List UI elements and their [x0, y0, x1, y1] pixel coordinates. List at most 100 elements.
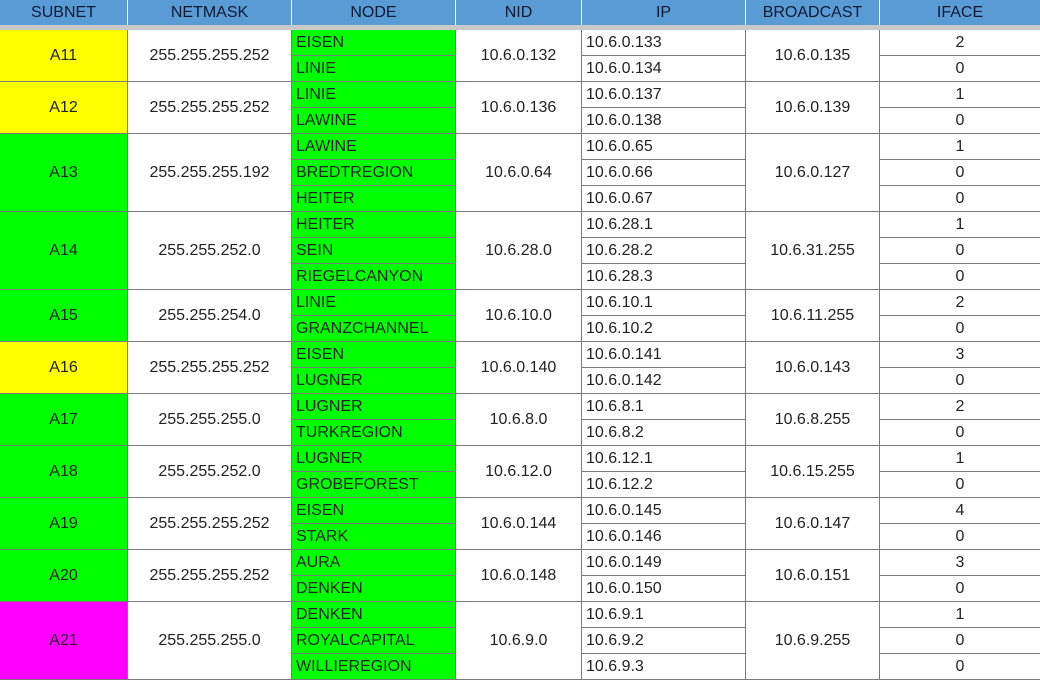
- netmask-cell: 255.255.252.0: [128, 446, 292, 498]
- broadcast-cell: 10.6.0.143: [746, 342, 880, 394]
- iface-cell: 0: [880, 420, 1040, 446]
- ip-cell: 10.6.0.134: [582, 56, 746, 82]
- subnet-cell: A21: [0, 602, 128, 680]
- subnet-cell: A12: [0, 82, 128, 134]
- node-cell: EISEN: [292, 30, 456, 56]
- iface-cell: 3: [880, 342, 1040, 368]
- iface-cell: 0: [880, 316, 1040, 342]
- iface-cell: 0: [880, 472, 1040, 498]
- broadcast-cell: 10.6.8.255: [746, 394, 880, 446]
- ip-cell: 10.6.0.133: [582, 30, 746, 56]
- netmask-cell: 255.255.255.252: [128, 550, 292, 602]
- nid-cell: 10.6.0.64: [456, 134, 582, 212]
- node-cell: LAWINE: [292, 134, 456, 160]
- node-cell: LAWINE: [292, 108, 456, 134]
- ip-cell: 10.6.9.1: [582, 602, 746, 628]
- node-cell: GRANZCHANNEL: [292, 316, 456, 342]
- subnet-cell: A17: [0, 394, 128, 446]
- iface-cell: 0: [880, 368, 1040, 394]
- node-cell: TURKREGION: [292, 420, 456, 446]
- ip-cell: 10.6.10.2: [582, 316, 746, 342]
- node-cell: EISEN: [292, 342, 456, 368]
- iface-cell: 0: [880, 186, 1040, 212]
- subnet-cell: A13: [0, 134, 128, 212]
- ip-cell: 10.6.28.2: [582, 238, 746, 264]
- ip-cell: 10.6.0.137: [582, 82, 746, 108]
- ip-cell: 10.6.8.1: [582, 394, 746, 420]
- node-cell: HEITER: [292, 186, 456, 212]
- node-cell: AURA: [292, 550, 456, 576]
- subnet-cell: A18: [0, 446, 128, 498]
- node-cell: EISEN: [292, 498, 456, 524]
- ip-cell: 10.6.12.1: [582, 446, 746, 472]
- iface-cell: 0: [880, 524, 1040, 550]
- netmask-cell: 255.255.252.0: [128, 212, 292, 290]
- node-cell: WILLIEREGION: [292, 654, 456, 680]
- iface-cell: 1: [880, 82, 1040, 108]
- ip-cell: 10.6.0.142: [582, 368, 746, 394]
- broadcast-cell: 10.6.0.139: [746, 82, 880, 134]
- nid-cell: 10.6.0.132: [456, 30, 582, 82]
- broadcast-cell: 10.6.15.255: [746, 446, 880, 498]
- netmask-cell: 255.255.254.0: [128, 290, 292, 342]
- column-header-ip: IP: [582, 0, 746, 25]
- iface-cell: 0: [880, 576, 1040, 602]
- ip-cell: 10.6.0.145: [582, 498, 746, 524]
- nid-cell: 10.6.0.144: [456, 498, 582, 550]
- node-cell: LUGNER: [292, 446, 456, 472]
- column-header-subnet: SUBNET: [0, 0, 128, 25]
- iface-cell: 4: [880, 498, 1040, 524]
- subnet-cell: A19: [0, 498, 128, 550]
- node-cell: LINIE: [292, 290, 456, 316]
- ip-cell: 10.6.28.3: [582, 264, 746, 290]
- iface-cell: 1: [880, 602, 1040, 628]
- subnet-cell: A11: [0, 30, 128, 82]
- iface-cell: 3: [880, 550, 1040, 576]
- iface-cell: 2: [880, 394, 1040, 420]
- iface-cell: 0: [880, 654, 1040, 680]
- iface-cell: 2: [880, 30, 1040, 56]
- subnet-cell: A15: [0, 290, 128, 342]
- nid-cell: 10.6.12.0: [456, 446, 582, 498]
- iface-cell: 0: [880, 628, 1040, 654]
- node-cell: GROBEFOREST: [292, 472, 456, 498]
- netmask-cell: 255.255.255.252: [128, 82, 292, 134]
- ip-cell: 10.6.0.149: [582, 550, 746, 576]
- ip-cell: 10.6.8.2: [582, 420, 746, 446]
- ip-cell: 10.6.0.150: [582, 576, 746, 602]
- subnet-cell: A14: [0, 212, 128, 290]
- netmask-cell: 255.255.255.252: [128, 30, 292, 82]
- subnet-cell: A20: [0, 550, 128, 602]
- node-cell: LUGNER: [292, 394, 456, 420]
- ip-cell: 10.6.0.138: [582, 108, 746, 134]
- node-cell: LINIE: [292, 56, 456, 82]
- iface-cell: 0: [880, 108, 1040, 134]
- broadcast-cell: 10.6.9.255: [746, 602, 880, 680]
- netmask-cell: 255.255.255.252: [128, 342, 292, 394]
- nid-cell: 10.6.0.136: [456, 82, 582, 134]
- node-cell: LUGNER: [292, 368, 456, 394]
- nid-cell: 10.6.9.0: [456, 602, 582, 680]
- node-cell: RIEGELCANYON: [292, 264, 456, 290]
- iface-cell: 1: [880, 212, 1040, 238]
- ip-cell: 10.6.12.2: [582, 472, 746, 498]
- ip-cell: 10.6.9.3: [582, 654, 746, 680]
- node-cell: BREDTREGION: [292, 160, 456, 186]
- node-cell: SEIN: [292, 238, 456, 264]
- netmask-cell: 255.255.255.192: [128, 134, 292, 212]
- header-separator: [0, 25, 1040, 30]
- iface-cell: 0: [880, 56, 1040, 82]
- node-cell: HEITER: [292, 212, 456, 238]
- iface-cell: 0: [880, 160, 1040, 186]
- ip-cell: 10.6.0.66: [582, 160, 746, 186]
- iface-cell: 1: [880, 446, 1040, 472]
- nid-cell: 10.6.28.0: [456, 212, 582, 290]
- nid-cell: 10.6.8.0: [456, 394, 582, 446]
- column-header-broadcast: BROADCAST: [746, 0, 880, 25]
- ip-cell: 10.6.9.2: [582, 628, 746, 654]
- ip-cell: 10.6.0.65: [582, 134, 746, 160]
- broadcast-cell: 10.6.0.135: [746, 30, 880, 82]
- nid-cell: 10.6.0.148: [456, 550, 582, 602]
- broadcast-cell: 10.6.31.255: [746, 212, 880, 290]
